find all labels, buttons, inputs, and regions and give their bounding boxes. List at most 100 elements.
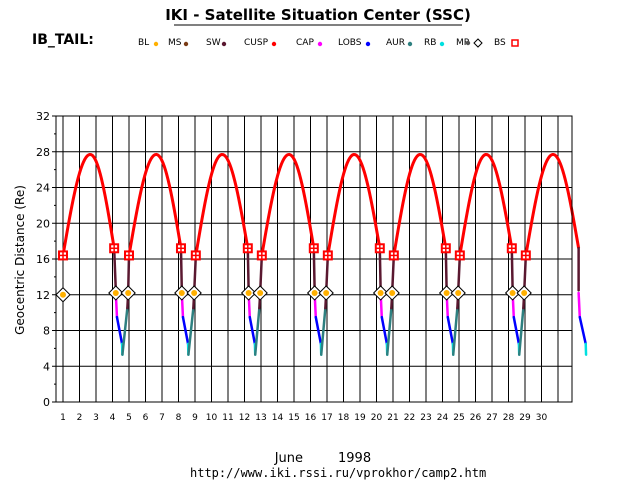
orbit-5-sw-arch bbox=[326, 152, 382, 256]
satellite-label: IB_TAIL: bbox=[32, 32, 94, 48]
x-tick-label: 10 bbox=[206, 413, 218, 423]
chart-markers bbox=[55, 243, 532, 303]
orbit-3-lobs bbox=[248, 315, 257, 346]
x-tick-label: 29 bbox=[519, 413, 531, 423]
orbit-6-aur-up bbox=[451, 306, 459, 356]
legend-marker-mp bbox=[465, 40, 471, 46]
orbit-8-cap bbox=[577, 291, 582, 319]
x-axis-year: 1998 bbox=[338, 451, 371, 466]
orbit-1-aur-up bbox=[121, 306, 129, 356]
orbit-5-lobs bbox=[380, 315, 389, 346]
y-tick-label: 28 bbox=[36, 146, 50, 159]
x-tick-label: 25 bbox=[453, 413, 464, 423]
y-tick-label: 20 bbox=[36, 217, 50, 230]
y-tick-label: 16 bbox=[36, 253, 50, 266]
legend-label-cusp: CUSP bbox=[244, 38, 269, 48]
x-tick-label: 24 bbox=[437, 413, 449, 423]
y-tick-label: 12 bbox=[36, 289, 50, 302]
orbit-2-lobs bbox=[181, 315, 190, 346]
x-tick-label: 19 bbox=[354, 413, 366, 423]
legend-marker-bs-diamond bbox=[473, 38, 483, 48]
orbit-7-sw-arch bbox=[458, 152, 514, 256]
mp-marker-bl bbox=[125, 289, 132, 296]
orbit-3-aur-up bbox=[253, 306, 261, 356]
orbit-3-ms-down bbox=[246, 247, 250, 292]
mp-marker-bl bbox=[389, 289, 396, 296]
x-tick-label: 22 bbox=[404, 413, 415, 423]
y-tick-label: 8 bbox=[43, 325, 50, 338]
x-tick-label: 9 bbox=[192, 413, 198, 423]
y-tick-label: 0 bbox=[43, 396, 50, 409]
legend-marker-bl bbox=[153, 41, 159, 47]
orbit-7-ms-down bbox=[510, 247, 514, 292]
x-tick-label: 18 bbox=[338, 413, 350, 423]
x-tick-label: 1 bbox=[60, 413, 66, 423]
orbit-5-aur-up bbox=[385, 306, 393, 356]
orbit-4-lobs bbox=[314, 315, 323, 346]
orbit-7-lobs bbox=[512, 315, 521, 346]
x-tick-label: 17 bbox=[321, 413, 332, 423]
orbit-4-ms-down bbox=[312, 247, 316, 292]
x-tick-label: 21 bbox=[387, 413, 398, 423]
x-tick-label: 11 bbox=[222, 413, 233, 423]
legend-marker-lobs bbox=[365, 41, 371, 47]
x-tick-label: 20 bbox=[371, 413, 383, 423]
x-tick-label: 2 bbox=[77, 413, 83, 423]
mp-marker-bl bbox=[521, 289, 528, 296]
legend-label-lobs: LOBS bbox=[338, 38, 362, 48]
x-axis-month: June bbox=[274, 451, 303, 466]
x-tick-label: 28 bbox=[503, 413, 515, 423]
legend-marker-cap bbox=[317, 41, 323, 47]
orbit-2-aur-up bbox=[187, 306, 195, 356]
orbit-2-sw-arch bbox=[127, 152, 183, 256]
orbit-8-sw-arch bbox=[524, 152, 581, 256]
mp-marker-start-bl bbox=[60, 291, 66, 298]
x-tick-label: 23 bbox=[420, 413, 431, 423]
legend-label-sw: SW bbox=[206, 38, 221, 48]
x-tick-label: 8 bbox=[176, 413, 182, 423]
x-tick-label: 27 bbox=[486, 413, 497, 423]
mp-marker-bl bbox=[443, 289, 450, 296]
legend-label-cap: CAP bbox=[296, 38, 314, 48]
chart-legend: BL MS SW CUSP CAP LOBS AUR RB MP BS bbox=[138, 38, 519, 48]
orbit-6-ms-down bbox=[444, 247, 448, 292]
orbit-1-ms-down bbox=[112, 247, 118, 292]
mp-marker-bl bbox=[455, 289, 462, 296]
legend-marker-aur bbox=[407, 41, 413, 47]
source-url: http://www.iki.rssi.ru/vprokhor/camp2.ht… bbox=[190, 466, 486, 480]
orbit-1-lobs bbox=[115, 315, 124, 346]
x-tick-label: 5 bbox=[126, 413, 132, 423]
mp-marker-bl bbox=[323, 289, 330, 296]
mp-marker-bl bbox=[311, 289, 318, 296]
x-tick-label: 4 bbox=[110, 413, 116, 423]
mp-marker-bl bbox=[509, 289, 516, 296]
orbit-1-sw-arch bbox=[61, 152, 116, 256]
mp-marker-bl bbox=[245, 289, 252, 296]
orbit-4-aur-up bbox=[319, 306, 327, 356]
y-axis-label: Geocentric Distance (Re) bbox=[13, 185, 27, 335]
x-tick-label: 12 bbox=[239, 413, 250, 423]
orbit-8-lobs bbox=[578, 315, 587, 346]
legend-label-aur: AUR bbox=[386, 38, 405, 48]
x-tick-label: 16 bbox=[305, 413, 317, 423]
mp-marker-bl bbox=[112, 289, 119, 296]
x-tick-label: 7 bbox=[159, 413, 165, 423]
orbit-4-sw-arch bbox=[260, 152, 316, 256]
orbit-6-sw-arch bbox=[392, 152, 448, 256]
mp-marker-bl bbox=[178, 289, 185, 296]
legend-marker-ms bbox=[183, 41, 189, 47]
x-tick-label: 26 bbox=[470, 413, 482, 423]
orbit-3-sw-arch bbox=[194, 152, 250, 256]
mp-marker-bl bbox=[191, 289, 198, 296]
orbit-5-ms-down bbox=[378, 247, 382, 292]
y-tick-label: 4 bbox=[43, 360, 50, 373]
y-tick-label: 32 bbox=[36, 110, 50, 123]
legend-label-mp: MP bbox=[456, 38, 470, 48]
orbit-6-lobs bbox=[446, 315, 455, 346]
legend-marker-cusp bbox=[271, 41, 277, 47]
x-tick-label: 6 bbox=[143, 413, 149, 423]
legend-label-bl: BL bbox=[138, 38, 149, 48]
mp-marker-bl bbox=[377, 289, 384, 296]
